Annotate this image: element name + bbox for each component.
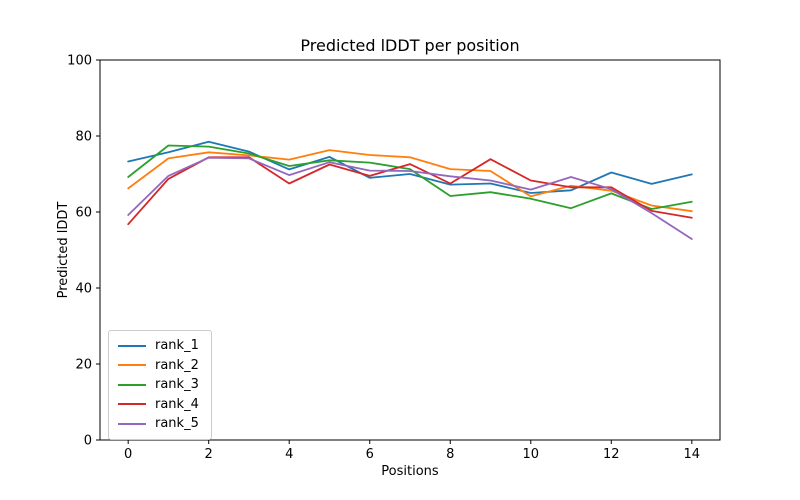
series-line-rank_2	[127, 149, 693, 213]
legend-item-rank_3: rank_3	[116, 375, 199, 395]
legend-label: rank_4	[155, 396, 199, 412]
legend-line-swatch	[118, 403, 146, 406]
legend-line-swatch	[118, 383, 146, 386]
series-line-rank_5	[127, 156, 693, 240]
x-tick-label: 6	[366, 447, 374, 462]
x-tick-label: 2	[205, 447, 213, 462]
x-tick-label: 0	[124, 447, 132, 462]
legend-item-rank_5: rank_5	[116, 414, 199, 434]
y-tick-label: 80	[75, 130, 92, 145]
y-tick-label: 40	[75, 282, 92, 297]
x-tick-label: 4	[285, 447, 293, 462]
x-tick-label: 12	[603, 447, 620, 462]
y-tick-label: 100	[67, 54, 92, 69]
x-tick-label: 8	[446, 447, 454, 462]
legend-label: rank_2	[155, 357, 199, 373]
series-line-rank_1	[127, 140, 693, 194]
y-axis-label: Predicted lDDT	[56, 201, 71, 299]
legend-label: rank_3	[155, 377, 199, 393]
legend-label: rank_5	[155, 416, 199, 432]
legend-item-rank_1: rank_1	[116, 336, 199, 356]
series-line-rank_3	[127, 144, 693, 210]
x-tick-label: 10	[523, 447, 540, 462]
y-tick-label: 0	[84, 434, 92, 449]
legend-label: rank_1	[155, 338, 199, 354]
legend-item-rank_2: rank_2	[116, 356, 199, 376]
y-tick-label: 20	[75, 358, 92, 373]
chart-title: Predicted lDDT per position	[300, 36, 520, 55]
axes-spines	[99, 59, 721, 441]
legend-line-swatch	[118, 364, 146, 367]
legend-line-swatch	[118, 422, 146, 425]
x-tick-label: 14	[684, 447, 701, 462]
x-axis-label: Positions	[381, 464, 439, 479]
legend-line-swatch	[118, 344, 146, 347]
y-tick-label: 60	[75, 206, 92, 221]
legend-item-rank_4: rank_4	[116, 395, 199, 415]
legend: rank_1 rank_2 rank_3 rank_4 rank_5	[108, 330, 212, 440]
